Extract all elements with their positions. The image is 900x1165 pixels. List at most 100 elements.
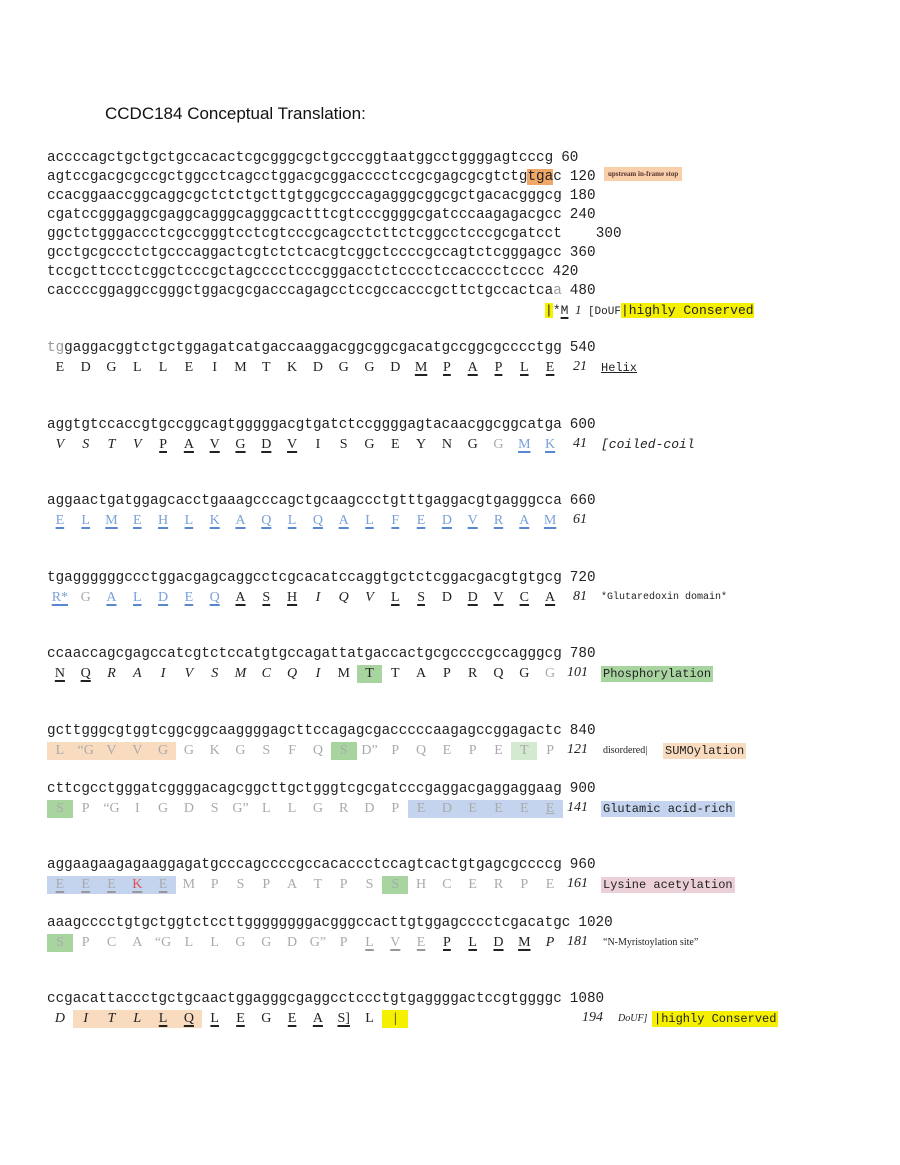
dna-line: ggctctgggaccctcgccgggtcctcgtcccgcagcctct… bbox=[47, 226, 622, 242]
annotation-label: [coiled-coil bbox=[601, 437, 695, 452]
residue: E bbox=[545, 360, 555, 375]
residue: C bbox=[442, 877, 452, 892]
residue: H bbox=[416, 877, 427, 892]
residue: L bbox=[520, 360, 529, 375]
residue: L bbox=[262, 801, 271, 816]
residue: E bbox=[485, 800, 512, 818]
residue: H bbox=[158, 513, 169, 528]
residue: R bbox=[493, 513, 504, 528]
line-number: 600 bbox=[569, 417, 596, 433]
residue: “G bbox=[103, 801, 120, 816]
dna-sequence: ccgacattaccctgctgcaactggagggcgaggcctccct… bbox=[47, 991, 562, 1007]
residue: V bbox=[98, 742, 125, 760]
dna-line: agtccgacgcgccgctggcctcagcctggacgcggacccc… bbox=[47, 169, 596, 185]
residue-number: 121 bbox=[567, 742, 588, 757]
dna-sequence: ccaaccagcgagccatcgtctccatgtgccagattatgac… bbox=[47, 646, 562, 662]
residue: E bbox=[408, 800, 434, 818]
dna-line: tccgcttccctcggctcccgctagcccctcccgggacctc… bbox=[47, 264, 579, 280]
residue: A bbox=[106, 590, 117, 605]
line-number: 1020 bbox=[578, 915, 613, 931]
residue: E bbox=[545, 877, 555, 892]
residue: D bbox=[434, 800, 460, 818]
residue: Q bbox=[416, 743, 427, 758]
residue: G bbox=[338, 360, 349, 375]
residue: E bbox=[47, 876, 73, 894]
residue-number: 101 bbox=[567, 665, 588, 680]
residue: G” bbox=[232, 801, 249, 816]
residue: V bbox=[467, 513, 478, 528]
residue: S] bbox=[337, 1011, 350, 1026]
residue: E bbox=[98, 876, 125, 894]
residue: D bbox=[54, 1011, 65, 1026]
dna-line: aggaactgatggagcacctgaaagcccagctgcaagccct… bbox=[47, 493, 596, 509]
residue: M bbox=[105, 513, 118, 528]
residue: L bbox=[184, 513, 194, 528]
residue: I bbox=[72, 1010, 99, 1028]
residue: M bbox=[543, 513, 557, 528]
annotation-label: Lysine acetylation bbox=[601, 877, 735, 893]
line-number: 60 bbox=[561, 150, 579, 166]
residue: D bbox=[183, 801, 194, 816]
dna-line: accccagctgctgctgccacactcgcgggcgctgcccggt… bbox=[47, 150, 579, 166]
residue: A bbox=[287, 877, 298, 892]
residue: P bbox=[443, 360, 451, 375]
residue: E bbox=[442, 743, 452, 758]
annotation-label: SUMOylation bbox=[663, 743, 747, 759]
residue: T bbox=[98, 1010, 125, 1028]
residue: M bbox=[182, 877, 196, 892]
dna-line: tgaggggggccctggacgagcaggcctcgcacatccaggt… bbox=[47, 570, 596, 586]
residue: L bbox=[158, 360, 168, 375]
line-number: 960 bbox=[569, 857, 596, 873]
residue: G bbox=[235, 935, 246, 950]
residue: A bbox=[416, 666, 427, 681]
residue: M bbox=[518, 437, 531, 452]
residue: R* bbox=[51, 590, 69, 605]
residue: T bbox=[511, 742, 538, 760]
dna-line: tggaggacggtctgctggagatcatgaccaaggacggcgg… bbox=[47, 340, 596, 356]
residue: I bbox=[134, 801, 140, 816]
dna-sequence: aggtgtccaccgtgccggcagtgggggacgtgatctccgg… bbox=[47, 417, 562, 433]
residue: A bbox=[467, 360, 478, 375]
line-number: 420 bbox=[552, 264, 579, 280]
residue: G bbox=[364, 360, 375, 375]
residue: T bbox=[391, 666, 400, 681]
residue: | bbox=[382, 1010, 409, 1028]
dna-line: caccccggaggccgggctggacgcgacccagagcctccgc… bbox=[47, 283, 596, 299]
residue: D bbox=[80, 360, 91, 375]
residue: C bbox=[519, 590, 529, 605]
residue: D bbox=[312, 360, 323, 375]
residue: V bbox=[124, 742, 151, 760]
residue: Q bbox=[261, 513, 272, 528]
residue: S bbox=[82, 437, 90, 452]
residue: D” bbox=[361, 743, 378, 758]
residue: G bbox=[519, 666, 530, 681]
residue-number: 61 bbox=[573, 512, 587, 527]
residue: S bbox=[211, 666, 219, 681]
residue: G bbox=[150, 742, 176, 760]
residue: M bbox=[234, 360, 247, 375]
start-star: * bbox=[552, 303, 561, 318]
amino-acid-row: R* G A L D E Q A S H I Q V L S D D V C A bbox=[47, 589, 567, 607]
residue: M bbox=[234, 666, 247, 681]
residue: G bbox=[467, 437, 478, 452]
residue: R bbox=[339, 801, 349, 816]
residue: Y bbox=[416, 437, 427, 452]
residue: P bbox=[494, 360, 503, 375]
residue: S bbox=[330, 742, 357, 760]
residue: D bbox=[261, 437, 272, 452]
residue: A bbox=[545, 590, 556, 605]
line-number: 660 bbox=[569, 493, 596, 509]
residue-number: 81 bbox=[573, 589, 587, 604]
residue: E bbox=[416, 513, 426, 528]
residue: G bbox=[312, 801, 323, 816]
residue: T bbox=[313, 877, 323, 892]
residue: R bbox=[493, 877, 504, 892]
residue: A bbox=[312, 1011, 323, 1026]
residue: A bbox=[235, 513, 246, 528]
line-number: 1080 bbox=[569, 991, 605, 1007]
annotation-prefix: DoUF] bbox=[618, 1013, 648, 1024]
